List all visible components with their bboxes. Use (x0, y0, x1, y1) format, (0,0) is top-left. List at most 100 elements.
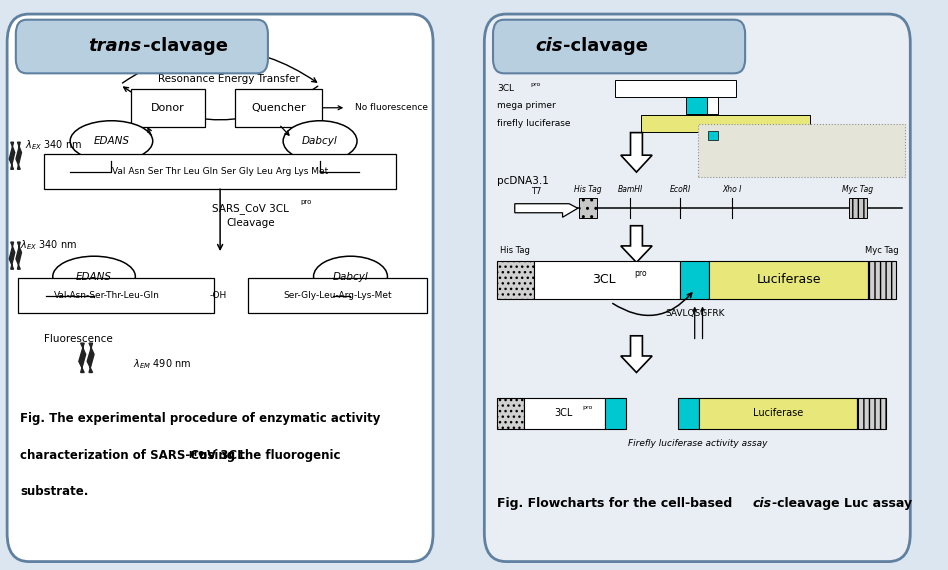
Text: Dabcyl: Dabcyl (333, 271, 369, 282)
Text: pro: pro (530, 82, 540, 87)
Text: $\lambda_{EM}$ 490 nm: $\lambda_{EM}$ 490 nm (133, 357, 191, 371)
Text: 3CL: 3CL (555, 409, 573, 418)
FancyBboxPatch shape (131, 88, 205, 127)
Text: EDANS: EDANS (76, 271, 112, 282)
Text: pcDNA3.1: pcDNA3.1 (498, 176, 549, 186)
Polygon shape (16, 242, 22, 269)
Polygon shape (621, 133, 652, 172)
Text: substrate.: substrate. (20, 486, 88, 498)
Text: : SAVLASGFRK: : SAVLASGFRK (757, 156, 817, 165)
FancyBboxPatch shape (498, 398, 524, 429)
Text: Quencher: Quencher (251, 103, 306, 113)
Text: mega primer: mega primer (498, 101, 556, 110)
Text: Resonance Energy Transfer: Resonance Energy Transfer (158, 74, 300, 84)
Text: S-II: S-II (722, 131, 738, 140)
FancyBboxPatch shape (498, 260, 535, 299)
Polygon shape (621, 226, 652, 262)
Text: Luciferase: Luciferase (757, 274, 821, 286)
FancyBboxPatch shape (680, 260, 709, 299)
Polygon shape (16, 142, 22, 169)
FancyBboxPatch shape (614, 80, 737, 97)
FancyBboxPatch shape (605, 398, 626, 429)
Text: No fluorescence: No fluorescence (356, 103, 428, 112)
FancyArrowPatch shape (123, 86, 318, 120)
Text: S-II(Q->A): S-II(Q->A) (708, 156, 756, 165)
Text: His Tag: His Tag (500, 246, 530, 255)
Polygon shape (515, 203, 577, 217)
FancyBboxPatch shape (709, 260, 868, 299)
FancyBboxPatch shape (44, 154, 396, 189)
Polygon shape (87, 343, 94, 372)
Text: $\lambda_{EX}$ 340 nm: $\lambda_{EX}$ 340 nm (25, 138, 82, 152)
FancyArrowPatch shape (218, 189, 223, 250)
Text: Firefly luciferase activity assay: Firefly luciferase activity assay (628, 439, 767, 448)
FancyArrowPatch shape (148, 128, 152, 136)
Ellipse shape (283, 121, 357, 161)
Polygon shape (621, 336, 652, 372)
Text: Val Asn Ser Thr Leu Gln Ser Gly Leu Arg Lys Met: Val Asn Ser Thr Leu Gln Ser Gly Leu Arg … (112, 167, 328, 176)
FancyArrowPatch shape (701, 308, 704, 339)
FancyBboxPatch shape (248, 278, 427, 314)
FancyBboxPatch shape (8, 14, 433, 561)
Text: $\lambda_{EX}$ 340 nm: $\lambda_{EX}$ 340 nm (20, 239, 78, 253)
Text: SARS_CoV 3CL: SARS_CoV 3CL (212, 203, 289, 214)
Text: 3CL: 3CL (592, 274, 615, 286)
Text: : SAVAQSGFRK: : SAVAQSGFRK (757, 143, 818, 152)
Text: pro: pro (189, 449, 205, 458)
Text: Val-Asn-Ser-Thr-Leu-Gln: Val-Asn-Ser-Thr-Leu-Gln (54, 291, 160, 300)
Text: -clavage: -clavage (143, 37, 228, 55)
Text: EcoRI: EcoRI (669, 185, 690, 194)
Text: Dabcyl: Dabcyl (302, 136, 337, 146)
Text: Xho I: Xho I (722, 185, 741, 194)
Text: -cleavage Luc assay: -cleavage Luc assay (772, 496, 912, 510)
FancyBboxPatch shape (699, 398, 857, 429)
FancyBboxPatch shape (16, 20, 268, 74)
Text: pro: pro (634, 268, 647, 278)
Text: Myc Tag: Myc Tag (866, 246, 899, 255)
Text: characterization of SARS-CoV 3CL: characterization of SARS-CoV 3CL (20, 449, 245, 462)
Ellipse shape (53, 256, 136, 297)
FancyBboxPatch shape (707, 97, 718, 114)
Text: firefly luciferase: firefly luciferase (498, 119, 571, 128)
Text: -OH: -OH (210, 291, 227, 300)
Text: Fluorescence: Fluorescence (45, 333, 113, 344)
Text: Myc Tag: Myc Tag (842, 185, 873, 194)
Text: Donor: Donor (151, 103, 185, 113)
FancyBboxPatch shape (698, 124, 905, 177)
Ellipse shape (70, 121, 153, 161)
FancyBboxPatch shape (678, 398, 699, 429)
Text: Luciferase: Luciferase (753, 409, 803, 418)
Text: BamHI: BamHI (617, 185, 643, 194)
Polygon shape (79, 343, 85, 372)
Text: pro: pro (582, 405, 592, 410)
FancyBboxPatch shape (18, 278, 213, 314)
Text: SAVLQSGFRK: SAVLQSGFRK (665, 310, 724, 318)
FancyBboxPatch shape (686, 97, 707, 114)
FancyArrowPatch shape (612, 293, 692, 315)
FancyBboxPatch shape (524, 398, 605, 429)
Text: using the fluorogenic: using the fluorogenic (195, 449, 341, 462)
FancyBboxPatch shape (848, 198, 866, 218)
FancyBboxPatch shape (857, 398, 885, 429)
Text: Fig. The experimental procedure of enzymatic activity: Fig. The experimental procedure of enzym… (20, 412, 380, 425)
Text: -clavage: -clavage (562, 37, 647, 55)
Text: S-II(L->A): S-II(L->A) (708, 143, 754, 152)
Text: Fig. Flowcharts for the cell-based: Fig. Flowcharts for the cell-based (498, 496, 737, 510)
FancyBboxPatch shape (235, 88, 322, 127)
Polygon shape (9, 142, 15, 169)
Text: EDANS: EDANS (94, 136, 130, 146)
Text: : SAVLQSGFRK: : SAVLQSGFRK (739, 131, 800, 140)
FancyBboxPatch shape (484, 14, 910, 561)
FancyArrowPatch shape (323, 106, 342, 109)
FancyBboxPatch shape (493, 20, 745, 74)
Text: Cleavage: Cleavage (227, 218, 275, 228)
FancyBboxPatch shape (641, 115, 811, 132)
FancyArrowPatch shape (693, 308, 697, 339)
FancyBboxPatch shape (868, 260, 897, 299)
Text: cis: cis (752, 496, 772, 510)
FancyBboxPatch shape (579, 198, 597, 218)
Text: trans: trans (88, 37, 142, 55)
FancyArrowPatch shape (281, 126, 289, 135)
Text: pro: pro (301, 199, 312, 205)
FancyBboxPatch shape (708, 131, 719, 140)
